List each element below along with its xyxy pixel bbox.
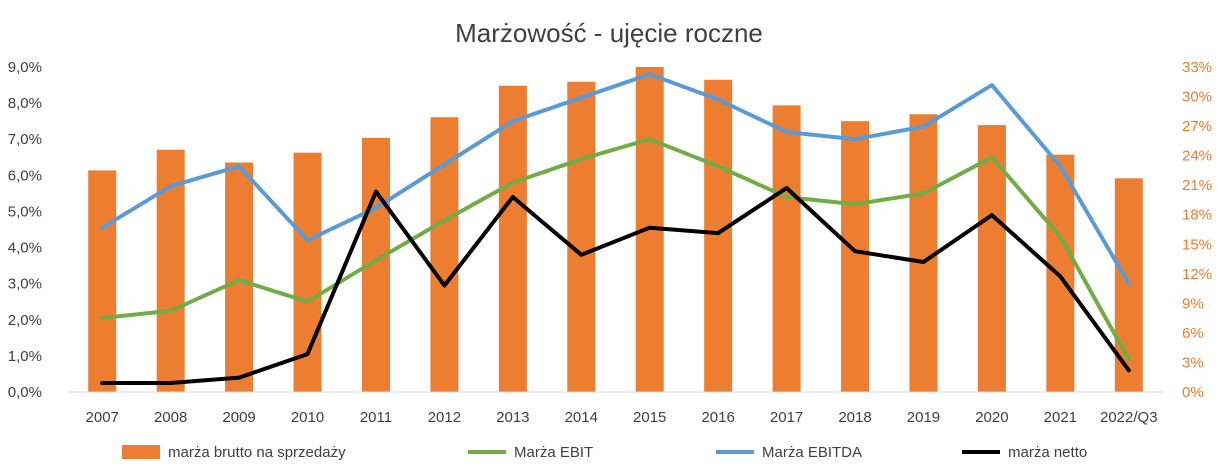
legend-label: Marża EBITDA bbox=[762, 444, 862, 461]
y-left-tick-label: 7,0% bbox=[8, 131, 42, 148]
x-tick-label: 2009 bbox=[222, 409, 255, 426]
y-left-tick-label: 2,0% bbox=[8, 312, 42, 329]
y-right-tick-label: 27% bbox=[1182, 118, 1212, 135]
bar bbox=[498, 85, 527, 392]
series-line bbox=[100, 137, 1131, 362]
bar bbox=[704, 79, 733, 392]
legend-swatch bbox=[122, 445, 160, 459]
y-left-tick-label: 1,0% bbox=[8, 348, 42, 365]
y-left-tick-label: 4,0% bbox=[8, 240, 42, 257]
legend-label: marża brutto na sprzedaży bbox=[168, 444, 346, 461]
y-left-tick-label: 0,0% bbox=[8, 384, 42, 401]
legend-label: Marża EBIT bbox=[514, 444, 593, 461]
bar bbox=[977, 125, 1006, 392]
y-left-tick-label: 9,0% bbox=[8, 59, 42, 76]
x-tick-label: 2021 bbox=[1044, 409, 1077, 426]
bar bbox=[225, 162, 254, 392]
y-left-tick-label: 3,0% bbox=[8, 276, 42, 293]
series-line bbox=[100, 186, 1131, 385]
x-tick-label: 2007 bbox=[86, 409, 119, 426]
x-tick-label: 2014 bbox=[565, 409, 598, 426]
y-left-tick-label: 5,0% bbox=[8, 203, 42, 220]
y-right-tick-label: 15% bbox=[1182, 236, 1212, 253]
y-right-tick-label: 3% bbox=[1182, 354, 1204, 371]
x-tick-label: 2018 bbox=[838, 409, 871, 426]
x-tick-label: 2013 bbox=[496, 409, 529, 426]
y-right-tick-label: 33% bbox=[1182, 59, 1212, 76]
x-tick-label: 2010 bbox=[291, 409, 324, 426]
legend-label: marża netto bbox=[1008, 444, 1087, 461]
bar bbox=[567, 81, 596, 392]
y-right-tick-label: 12% bbox=[1182, 266, 1212, 283]
y-right-tick-label: 9% bbox=[1182, 295, 1204, 312]
y-left-tick-label: 6,0% bbox=[8, 167, 42, 184]
x-tick-label: 2016 bbox=[701, 409, 734, 426]
y-right-tick-label: 21% bbox=[1182, 177, 1212, 194]
x-tick-label: 2015 bbox=[633, 409, 666, 426]
x-tick-label: 2008 bbox=[154, 409, 187, 426]
y-left-tick-label: 8,0% bbox=[8, 95, 42, 112]
bar bbox=[772, 105, 801, 392]
bar bbox=[1046, 154, 1075, 392]
y-right-tick-label: 18% bbox=[1182, 207, 1212, 224]
bar bbox=[909, 114, 938, 392]
x-tick-label: 2017 bbox=[770, 409, 803, 426]
series-line bbox=[100, 72, 1131, 286]
x-tick-label: 2012 bbox=[428, 409, 461, 426]
y-right-tick-label: 24% bbox=[1182, 148, 1212, 165]
chart-title: Marżowość - ujęcie roczne bbox=[455, 18, 763, 48]
x-tick-label: 2011 bbox=[360, 409, 392, 426]
bar bbox=[841, 121, 870, 393]
y-right-tick-label: 0% bbox=[1182, 384, 1204, 401]
x-tick-label: 2022/Q3 bbox=[1100, 409, 1158, 426]
bar bbox=[88, 170, 117, 392]
x-tick-label: 2020 bbox=[975, 409, 1008, 426]
x-tick-label: 2019 bbox=[907, 409, 940, 426]
y-right-tick-label: 6% bbox=[1182, 325, 1204, 342]
y-right-tick-label: 30% bbox=[1182, 89, 1212, 106]
